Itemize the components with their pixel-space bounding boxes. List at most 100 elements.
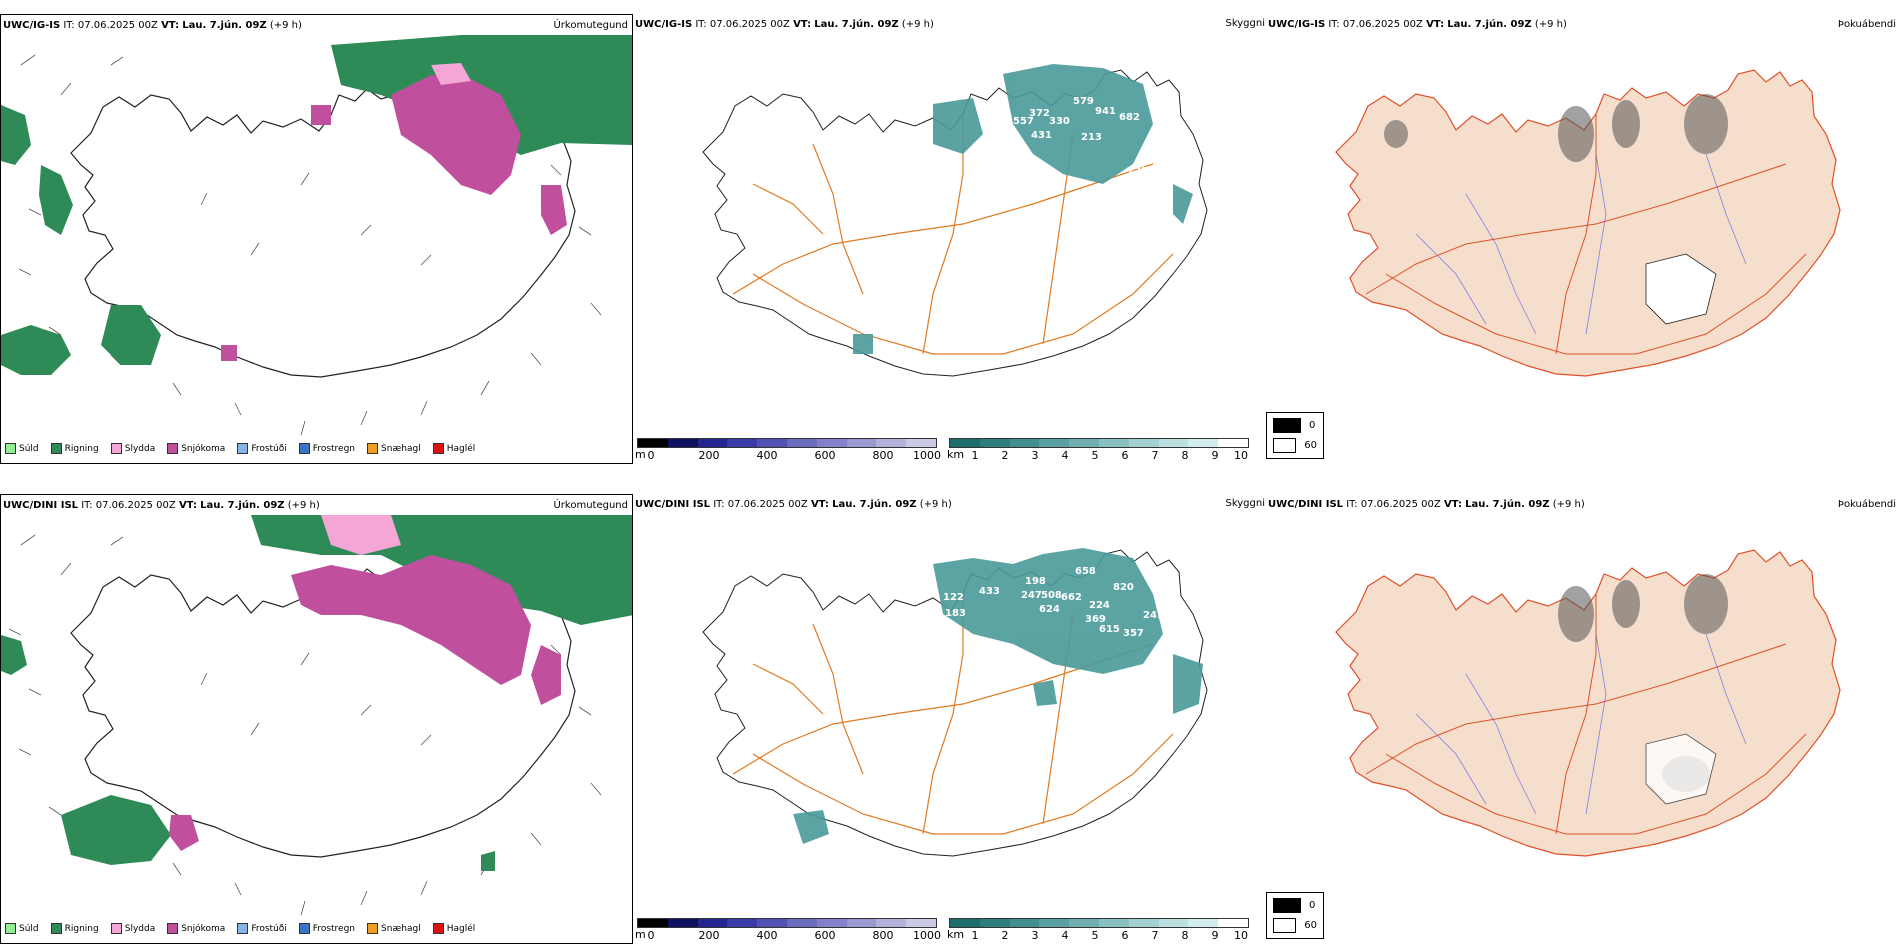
tick-label: 9 bbox=[1211, 929, 1219, 942]
height-label: 615 bbox=[1099, 624, 1120, 635]
legend-swatch bbox=[237, 443, 249, 454]
colorbar-bin bbox=[786, 439, 817, 447]
precip-type-legend: Súld Rigning Slydda Snjókoma Frostúði Fr… bbox=[5, 923, 475, 934]
legend-swatch bbox=[50, 443, 62, 454]
tick-label: 4 bbox=[1061, 929, 1069, 942]
height-label: 247 bbox=[1021, 590, 1042, 601]
tick-label: 200 bbox=[698, 449, 720, 462]
colorbar-bin bbox=[950, 919, 980, 927]
tick-label: 10 bbox=[1234, 449, 1248, 462]
legend-item: Slydda bbox=[110, 443, 155, 454]
legend-swatch bbox=[298, 923, 310, 934]
colorbar-bin bbox=[1188, 439, 1219, 447]
legend-swatch bbox=[110, 443, 122, 454]
legend-item: Súld bbox=[5, 923, 39, 934]
height-label: 433 bbox=[979, 586, 1000, 597]
height-label: 369 bbox=[1085, 614, 1106, 625]
colorbar-bin bbox=[786, 919, 817, 927]
tick-label: 400 bbox=[756, 929, 778, 942]
cloud-areas bbox=[853, 64, 1193, 354]
fog-legend-row: 60 bbox=[1273, 438, 1317, 453]
fog-swatch bbox=[1273, 918, 1297, 933]
legend-item: Snæhagl bbox=[367, 443, 421, 454]
panel-variable-label: Þokuábendi bbox=[1837, 499, 1896, 510]
tick-label: 800 bbox=[872, 929, 894, 942]
height-label: 224 bbox=[1089, 600, 1110, 611]
colorbar-bin bbox=[667, 439, 698, 447]
colorbar-bin bbox=[1039, 919, 1070, 927]
legend-swatch bbox=[167, 923, 179, 934]
roads bbox=[1365, 594, 1807, 835]
fog-swatch bbox=[1273, 418, 1301, 433]
precip-map bbox=[1, 515, 632, 916]
legend-item: Frostregn bbox=[298, 923, 355, 934]
colorbar-bin bbox=[1098, 439, 1129, 447]
snow-areas bbox=[221, 75, 567, 361]
rivers bbox=[1415, 633, 1747, 815]
height-label: 508 bbox=[1041, 590, 1062, 601]
colorbar-bin bbox=[1098, 919, 1129, 927]
tick-label: 2 bbox=[1001, 929, 1009, 942]
colorbar-bin bbox=[1069, 919, 1099, 927]
tick-label: 400 bbox=[756, 449, 778, 462]
colorbar-bin bbox=[1158, 919, 1189, 927]
legend-item: Snjókoma bbox=[167, 443, 225, 454]
precip-type-panel-1: UWC/IG-IS IT: 07.06.2025 00Z VT: Lau. 7.… bbox=[0, 14, 633, 464]
height-labels: 557 372 330 431 579 941 682 213 124 729 bbox=[1013, 96, 1162, 177]
tick-label: 8 bbox=[1181, 929, 1189, 942]
tick-label: 7 bbox=[1151, 929, 1159, 942]
fog-map bbox=[1335, 69, 1841, 377]
colorbar-bin bbox=[846, 919, 877, 927]
legend-item: Snæhagl bbox=[367, 923, 421, 934]
height-label: 372 bbox=[1029, 108, 1050, 119]
legend-item: Frostregn bbox=[298, 443, 355, 454]
height-label: 357 bbox=[1123, 628, 1144, 639]
panel-variable-label: Skyggni bbox=[1225, 18, 1265, 29]
fog-panel-2: UWC/DINI ISL IT: 07.06.2025 00Z VT: Lau.… bbox=[1266, 494, 1900, 944]
height-label: 124 bbox=[1141, 146, 1162, 157]
road-network bbox=[732, 114, 1174, 355]
colorbar-bin bbox=[667, 919, 698, 927]
colorbar-bin bbox=[950, 439, 980, 447]
height-colorbar-strip bbox=[637, 438, 937, 448]
cloud-panel-1: UWC/IG-IS IT: 07.06.2025 00Z VT: Lau. 7.… bbox=[633, 14, 1266, 464]
colorbar-bin bbox=[816, 919, 847, 927]
height-label: 662 bbox=[1061, 592, 1082, 603]
colorbar-bin bbox=[906, 919, 936, 927]
tick-label: 9 bbox=[1211, 449, 1219, 462]
colorbar-bin bbox=[979, 439, 1010, 447]
tick-label: 6 bbox=[1121, 929, 1129, 942]
legend-swatch bbox=[5, 923, 16, 934]
colorbar-bin bbox=[1128, 919, 1159, 927]
height-label: 431 bbox=[1031, 130, 1052, 141]
legend-swatch bbox=[5, 443, 16, 454]
height-colorbar: m 0 200 400 600 800 1000 bbox=[635, 918, 942, 942]
colorbar-bin bbox=[757, 439, 787, 447]
snow-areas bbox=[169, 555, 561, 851]
height-label: 682 bbox=[1119, 112, 1140, 123]
fog-legend-row: 60 bbox=[1273, 918, 1317, 933]
tick-label: 600 bbox=[814, 449, 836, 462]
height-label: 213 bbox=[1081, 132, 1102, 143]
height-labels: 122 433 183 198 247 508 662 624 658 820 … bbox=[943, 566, 1164, 639]
cloud-map: 122 433 183 198 247 508 662 624 658 820 … bbox=[702, 548, 1208, 857]
height-ticks: 0 200 400 600 800 1000 bbox=[637, 928, 942, 942]
panel-variable-label: Úrkomutegund bbox=[553, 500, 628, 511]
colorbar-bin bbox=[1009, 439, 1040, 447]
tick-label: 2 bbox=[1001, 449, 1009, 462]
legend-item: Slydda bbox=[110, 923, 155, 934]
colorbar-bin bbox=[1188, 919, 1219, 927]
tick-label: 1000 bbox=[913, 929, 941, 942]
colorbar-bin bbox=[727, 919, 758, 927]
height-label: 122 bbox=[943, 592, 964, 603]
height-label: 729 bbox=[1127, 166, 1148, 177]
height-colorbar: m 0 200 400 600 800 1000 bbox=[635, 438, 942, 462]
height-ticks: 0 200 400 600 800 1000 bbox=[637, 448, 942, 462]
colorbar-bin bbox=[638, 439, 668, 447]
legend-swatch bbox=[237, 923, 249, 934]
fog-legend-row: 0 bbox=[1273, 898, 1317, 913]
km-colorbar-strip bbox=[949, 918, 1249, 928]
panel-variable-label: Þokuábendi bbox=[1837, 19, 1896, 30]
colorbar-bin bbox=[816, 439, 847, 447]
legend-swatch bbox=[50, 923, 62, 934]
